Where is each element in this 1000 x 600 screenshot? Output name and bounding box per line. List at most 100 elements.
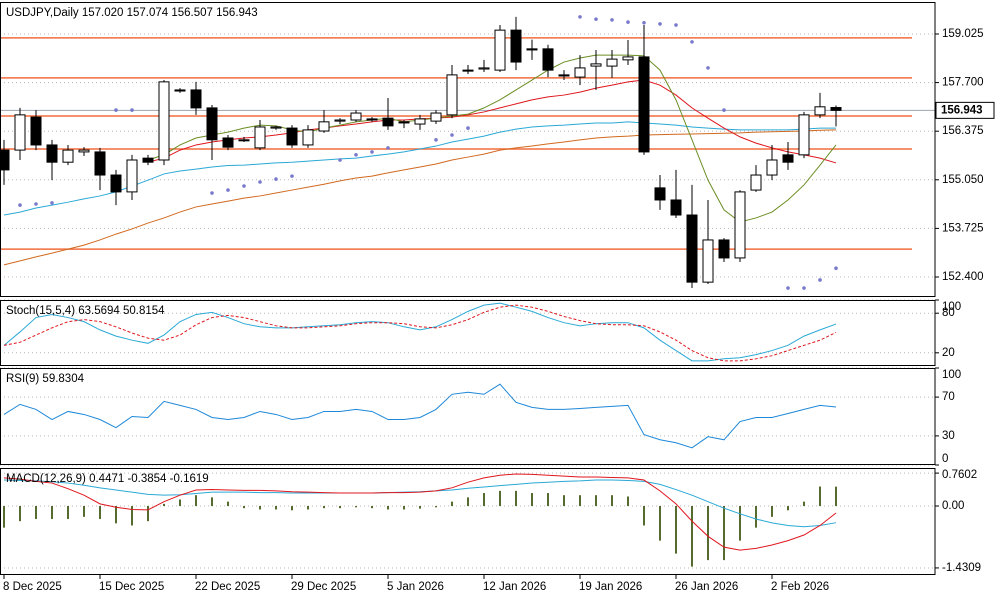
sar-dot [18,203,22,207]
candle-body [46,144,58,163]
sar-dot [114,108,118,112]
candle-body [478,67,490,70]
candle-body [270,126,282,129]
histogram-bar [739,506,741,541]
y-tick-label: -1.4309 [942,562,981,574]
candle-body [542,48,554,71]
histogram-bar [243,506,245,509]
moving-average-line [147,54,837,223]
candle-body [94,151,106,176]
panel-frame [0,368,936,465]
candle-body [254,126,266,149]
histogram-bar [35,506,37,519]
y-tick-label: 157.700 [942,77,984,89]
histogram-bar [835,486,837,507]
y-tick-label: 0.7602 [942,469,977,481]
x-tick-label: 2 Feb 2026 [771,581,829,593]
histogram-bar [67,506,69,519]
y-tick-label: 20 [942,347,955,359]
histogram-bar [195,495,197,507]
sar-dot [802,286,806,290]
candle-body [734,191,746,259]
candle-body [206,107,218,141]
panel-title: RSI(9) 59.8304 [6,373,85,385]
histogram-bar [819,486,821,507]
y-tick-label: 70 [942,391,955,403]
candle-body [766,159,778,176]
panel-frame [0,468,936,575]
y-tick-label: 152.400 [942,271,984,283]
histogram-bar [3,506,5,528]
candle-body [62,149,74,163]
histogram-bar [179,499,181,507]
candle-body [798,114,810,156]
y-tick-label: 100 [942,301,961,313]
sar-dot [690,40,694,44]
candle-body [318,121,330,132]
y-tick-label: 30 [942,430,955,442]
candle-body [286,127,298,146]
sar-dot [50,201,54,205]
histogram-bar [83,506,85,517]
x-tick-label: 22 Dec 2025 [195,581,260,593]
panel-title: Stoch(15,5,4) 63.5694 50.8154 [6,305,165,317]
sar-dot [370,150,374,154]
candle-body [606,58,618,67]
sar-dot [450,133,454,137]
candle-body [398,121,410,124]
sar-dot [722,108,726,112]
histogram-bar [675,506,677,554]
candle-body [158,81,170,161]
candle-body [142,157,154,163]
histogram-bar [707,506,709,561]
sar-dot [786,286,790,290]
candle-body [558,74,570,77]
current-price-box [935,101,995,119]
candle-body [686,214,698,283]
candle-body [110,174,122,193]
histogram-bar [275,506,277,510]
histogram-bar [259,506,261,510]
x-tick-label: 12 Jan 2026 [483,581,546,593]
y-tick-label: 80 [942,307,955,319]
histogram-bar [163,503,165,507]
candle-body [30,116,42,146]
candle-body [382,117,394,127]
candle-body [334,119,346,122]
y-tick-label: 0 [942,453,948,465]
candle-body [430,112,442,122]
sar-dot [466,126,470,130]
candle-body [366,118,378,121]
candle-body [222,137,234,148]
histogram-bar [691,506,693,567]
sar-dot [354,153,358,157]
histogram-bar [147,506,149,522]
y-tick-label: 155.050 [942,174,984,186]
candle-body [638,56,650,153]
histogram-bar [339,506,341,509]
histogram-bar [531,493,533,507]
histogram-bar [115,506,117,524]
sar-dot [226,188,230,192]
x-tick-label: 5 Jan 2026 [387,581,444,593]
panel-frame [0,300,936,366]
histogram-bar [435,506,437,508]
sar-dot [642,20,646,25]
indicator-line [3,383,837,449]
histogram-bar [99,506,101,519]
moving-average-line [3,121,836,216]
candle-body [750,174,762,191]
sar-dot [210,191,214,195]
histogram-bar [595,495,597,507]
histogram-bar [323,506,325,509]
sar-dot [818,278,822,282]
histogram-bar [659,506,661,541]
candle-body [814,106,826,116]
candle-body [510,29,522,63]
candle-body [590,63,602,67]
y-tick-label: 0.00 [942,500,964,512]
x-tick-label: 29 Dec 2025 [291,581,356,593]
histogram-bar [483,493,485,507]
